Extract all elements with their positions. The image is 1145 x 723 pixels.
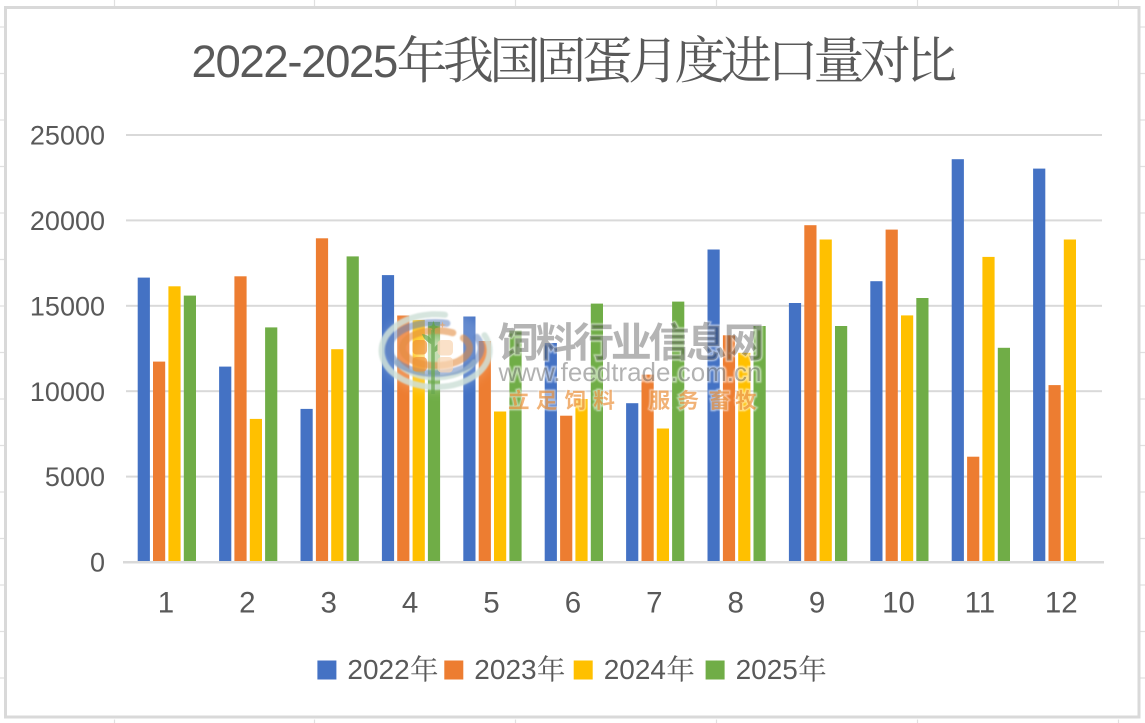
svg-text:25000: 25000: [30, 121, 105, 151]
svg-text:9: 9: [809, 587, 825, 620]
svg-text:15000: 15000: [30, 291, 105, 321]
svg-text:2025: 2025: [736, 654, 798, 685]
svg-text:3: 3: [320, 587, 336, 620]
svg-text:2022-2025: 2022-2025: [192, 36, 397, 87]
svg-text:11: 11: [965, 587, 996, 620]
svg-text:5: 5: [483, 587, 499, 620]
svg-text:www.feedtrade.com.cn: www.feedtrade.com.cn: [497, 357, 761, 387]
svg-text:2022: 2022: [347, 654, 409, 685]
svg-text:2024: 2024: [604, 654, 666, 685]
svg-text:5000: 5000: [45, 462, 105, 492]
svg-text:12: 12: [1045, 587, 1078, 620]
svg-text:6: 6: [565, 587, 581, 620]
svg-text:4: 4: [402, 587, 418, 620]
svg-text:0: 0: [90, 548, 105, 578]
svg-text:2: 2: [239, 587, 255, 620]
svg-text:8: 8: [727, 587, 743, 620]
svg-text:2023: 2023: [474, 654, 536, 685]
svg-text:7: 7: [646, 587, 662, 620]
svg-text:1: 1: [158, 587, 174, 620]
svg-text:10000: 10000: [30, 377, 105, 407]
svg-text:www.feedtrade.com.cn: www.feedtrade.com.cn: [497, 357, 761, 387]
svg-text:20000: 20000: [30, 206, 105, 236]
svg-text:10: 10: [882, 587, 915, 620]
